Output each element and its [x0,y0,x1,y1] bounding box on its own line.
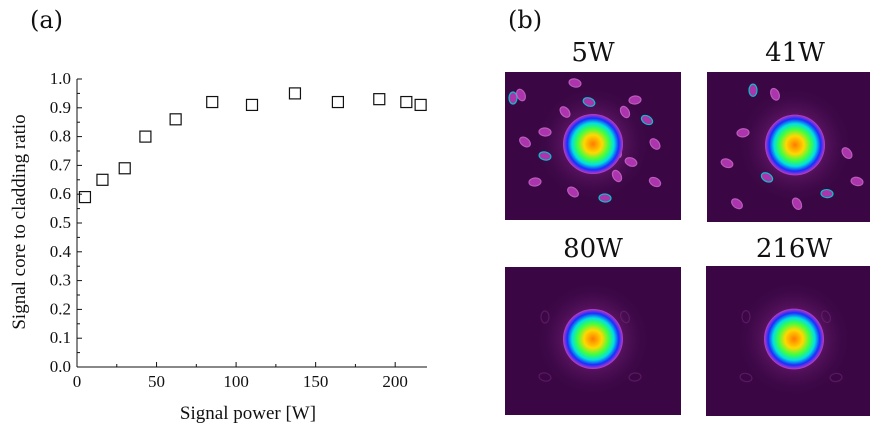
beam-profile-title: 41W [765,38,825,68]
mode-lobe [528,177,542,187]
y-tick-label: 0.2 [50,299,71,318]
beam-intensity-map [535,281,651,397]
x-tick-label: 0 [73,372,82,391]
y-axis-title-group: Signal core to cladding ratio [9,114,30,329]
mode-lobe [538,372,552,382]
beam-profile-title: 80W [563,234,623,264]
data-point [373,93,386,106]
panel-a-label: (a) [30,6,64,34]
mode-lobe [538,127,552,137]
data-point [118,162,131,175]
data-point [206,95,219,109]
mode-lobe [748,83,758,97]
y-axis-title: Signal core to cladding ratio [9,114,30,329]
mode-lobe [741,309,751,324]
mode-lobe [628,95,642,105]
mode-lobe [568,78,582,88]
beam-intensity-map [736,280,852,398]
axes-layer: 0.0 0.1 0.2 0.3 0.4 0.5 0.6 0.7 0.8 0.9 1.0 0 50 100 1… [50,69,427,391]
data-point [331,95,345,109]
y-tick-label: 1.0 [50,69,71,88]
beam-intensity-map [720,83,864,211]
x-tick-label: 200 [382,372,408,391]
panel-b-label: (b) [508,6,543,34]
mode-lobe [739,372,753,383]
y-tick-label: 0.5 [50,213,71,232]
scatter-chart: Signal core to cladding ratio Signal pow… [9,69,427,424]
beam-core [563,309,623,369]
y-tick-label: 0.1 [50,328,71,347]
mode-lobe [820,188,834,199]
x-tick-label: 50 [148,372,165,391]
beam-core [563,114,623,174]
x-axis-title: Signal power [W] [180,403,316,424]
beam-profile-title: 5W [571,38,615,68]
data-point [400,95,413,109]
mode-lobe [821,310,831,324]
mode-lobe [538,151,552,161]
mode-lobe [731,198,743,210]
mode-lobe [850,176,864,187]
mode-lobe [760,172,774,183]
mode-lobe [628,372,642,382]
mode-lobe [508,91,518,105]
data-point [288,87,302,100]
data-point [245,98,259,112]
mode-lobe [582,97,596,107]
mode-lobe [620,310,630,324]
mode-lobe [516,88,526,102]
beam-intensity-map [508,78,662,203]
mode-lobe [540,310,550,324]
y-tick-label: 0.6 [50,184,71,203]
x-tick-label: 100 [223,372,249,391]
mode-lobe [770,87,780,101]
y-tick-label: 0.0 [50,357,71,376]
mode-lobe [598,193,612,203]
mode-lobe [736,128,750,138]
points-layer [78,87,427,204]
mode-lobe [841,147,853,160]
y-tick-label: 0.9 [50,98,71,117]
mode-lobe [619,105,631,119]
mode-lobe [720,158,734,169]
beam-profile-image [706,266,870,416]
mode-lobe [649,138,661,150]
mode-lobe [791,197,803,211]
mode-lobe [829,372,843,383]
data-point [414,98,427,112]
mode-lobe [640,114,654,126]
beam-core [764,308,824,370]
data-point [139,130,152,143]
y-tick-label: 0.8 [50,127,71,146]
data-point [78,190,92,204]
mode-lobe [519,136,531,148]
beam-profile-image [707,72,870,222]
data-point [96,173,109,186]
y-tick-label: 0.4 [50,242,72,261]
mode-lobe [567,186,579,198]
beam-profile-image [505,267,681,415]
y-tick-label: 0.3 [50,271,71,290]
beam-core [765,114,825,176]
data-point [169,113,182,126]
mode-lobe [624,157,638,167]
x-tick-label: 150 [303,372,329,391]
beam-profile-title: 216W [755,234,833,264]
mode-lobe [648,176,662,188]
y-tick-label: 0.7 [50,155,72,174]
mode-lobe [611,169,623,183]
mode-lobe [559,106,571,118]
beam-profile-image [505,72,681,220]
